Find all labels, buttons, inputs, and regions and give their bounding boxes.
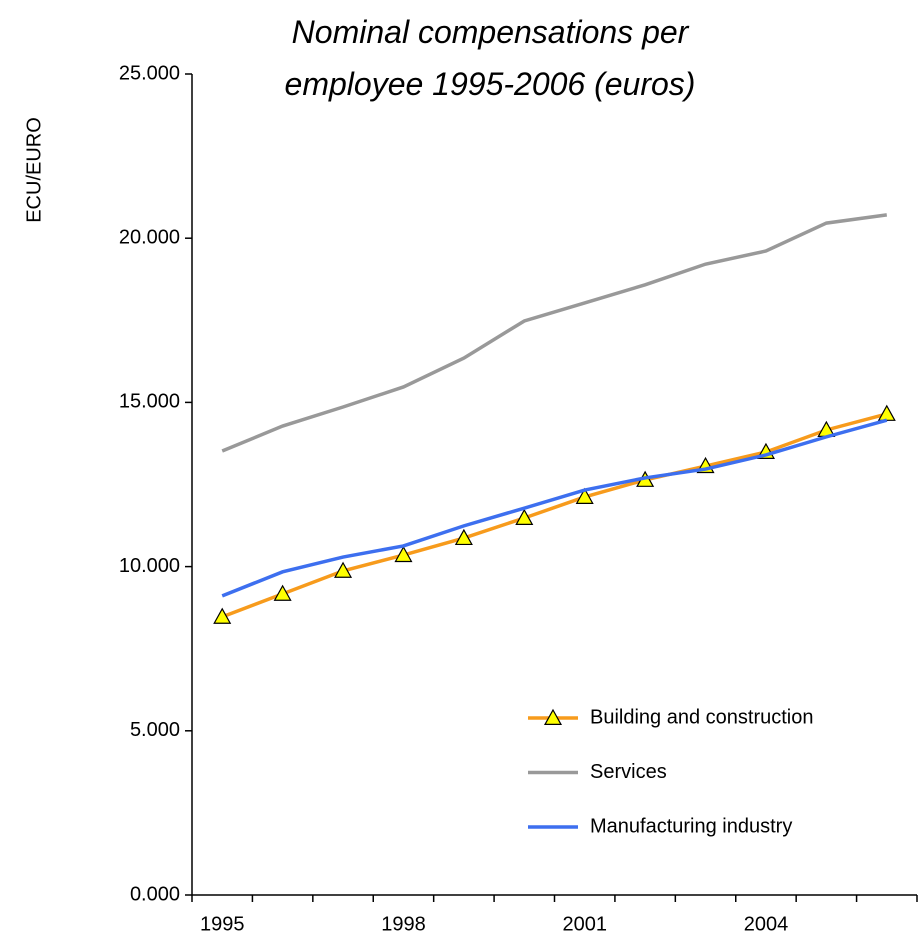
y-tick-label: 0.000 [130,883,180,905]
marker [273,584,292,601]
legend-label: Manufacturing industry [590,815,792,837]
marker [454,528,473,546]
line [221,412,888,619]
y-tick-label: 15.000 [119,391,180,413]
line [221,418,888,598]
marker [575,487,594,504]
y-tick-label: 10.000 [119,555,180,577]
legend-label: Building and construction [590,706,813,728]
y-tick-label: 25.000 [119,62,180,84]
marker [213,607,232,624]
x-tick-label: 1998 [381,913,426,935]
x-tick-label: 2004 [744,913,789,935]
y-axis-label: ECU/EURO [23,117,45,223]
x-tick-label: 2001 [562,913,607,935]
marker [334,561,353,578]
legend-marker [543,708,563,726]
y-tick-label: 5.000 [130,719,180,741]
line [221,213,888,453]
marker [394,545,413,563]
marker [877,404,896,421]
chart-title: Nominal compensations per employee 1995-… [284,14,696,102]
marker [515,508,534,525]
x-tick-label: 1995 [200,913,245,935]
y-tick-label: 20.000 [119,226,180,248]
legend-label: Services [590,761,667,783]
